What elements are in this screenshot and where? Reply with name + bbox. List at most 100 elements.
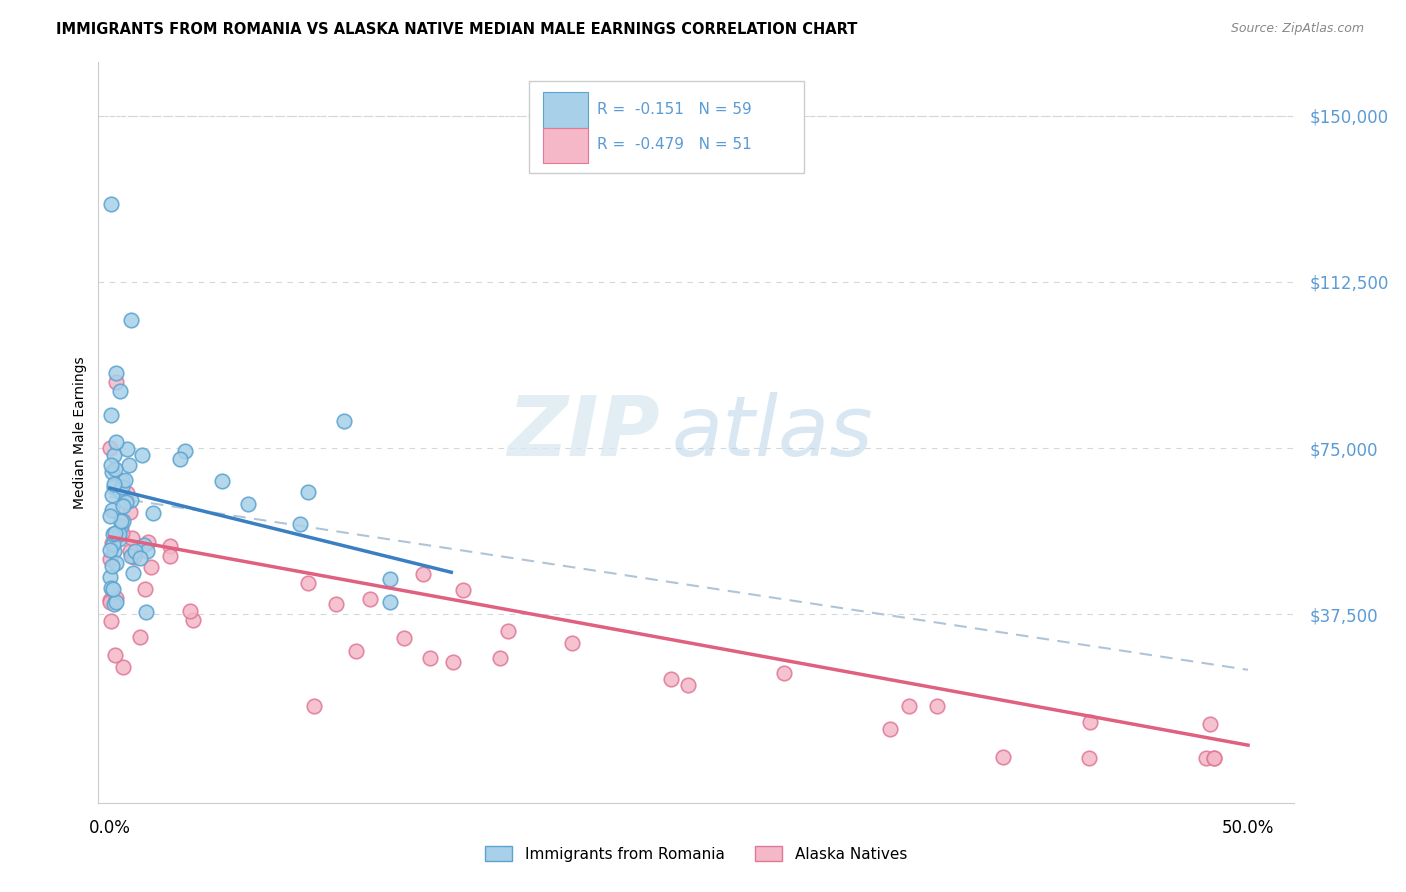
- Text: atlas: atlas: [672, 392, 873, 473]
- Point: [107, 527, 129, 541]
- Point: [181, 613, 204, 627]
- Point: [98, 595, 121, 609]
- Point: [103, 537, 125, 551]
- Point: [451, 582, 474, 597]
- Point: [111, 480, 134, 494]
- Point: [101, 465, 124, 479]
- Point: [302, 699, 325, 714]
- Point: [927, 699, 949, 714]
- Point: [325, 597, 347, 611]
- Point: [115, 486, 138, 500]
- Point: [104, 375, 127, 389]
- Point: [105, 366, 128, 380]
- Point: [288, 516, 311, 531]
- Point: [344, 644, 367, 658]
- Point: [103, 448, 125, 462]
- Point: [1202, 751, 1225, 765]
- Point: [101, 503, 124, 517]
- Point: [120, 312, 142, 326]
- Point: [1204, 751, 1226, 765]
- Y-axis label: Median Male Earnings: Median Male Earnings: [73, 356, 87, 509]
- Point: [122, 566, 145, 581]
- Point: [114, 473, 136, 487]
- Point: [159, 540, 181, 554]
- Text: R =  -0.479   N = 51: R = -0.479 N = 51: [596, 137, 752, 153]
- FancyBboxPatch shape: [543, 92, 589, 128]
- Point: [120, 505, 142, 519]
- Point: [135, 605, 157, 619]
- Point: [122, 549, 145, 564]
- Point: [103, 597, 125, 611]
- Point: [136, 535, 159, 549]
- Point: [297, 485, 319, 500]
- Point: [100, 197, 122, 211]
- Point: [236, 497, 259, 511]
- Text: ZIP: ZIP: [508, 392, 661, 473]
- Point: [115, 442, 138, 456]
- Text: R =  -0.151   N = 59: R = -0.151 N = 59: [596, 102, 752, 117]
- Point: [104, 557, 127, 571]
- Point: [104, 434, 127, 449]
- Point: [98, 551, 121, 566]
- Point: [110, 518, 132, 533]
- Point: [112, 660, 135, 674]
- Point: [100, 458, 122, 473]
- Point: [1077, 751, 1099, 765]
- Point: [98, 441, 121, 455]
- Point: [496, 624, 519, 639]
- Point: [179, 604, 201, 618]
- FancyBboxPatch shape: [529, 81, 804, 173]
- Point: [120, 543, 142, 558]
- Point: [139, 560, 162, 574]
- Point: [98, 509, 121, 524]
- Point: [118, 458, 141, 473]
- Text: IMMIGRANTS FROM ROMANIA VS ALASKA NATIVE MEDIAN MALE EARNINGS CORRELATION CHART: IMMIGRANTS FROM ROMANIA VS ALASKA NATIVE…: [56, 22, 858, 37]
- Point: [104, 462, 127, 476]
- Point: [378, 572, 401, 586]
- Point: [100, 614, 122, 628]
- Point: [101, 558, 124, 573]
- Point: [898, 698, 921, 713]
- Point: [772, 665, 794, 680]
- Point: [103, 544, 125, 558]
- Point: [561, 636, 583, 650]
- Point: [112, 499, 135, 513]
- Point: [110, 526, 132, 541]
- Point: [111, 514, 134, 528]
- Point: [98, 542, 121, 557]
- Point: [121, 531, 143, 545]
- Point: [441, 655, 464, 669]
- Point: [101, 488, 124, 502]
- Point: [132, 538, 155, 552]
- Point: [110, 515, 132, 529]
- Point: [174, 444, 197, 458]
- Point: [392, 631, 415, 645]
- Point: [159, 549, 181, 564]
- Point: [297, 575, 319, 590]
- Point: [142, 506, 165, 520]
- Point: [121, 549, 143, 564]
- Point: [419, 651, 441, 665]
- Point: [211, 475, 233, 489]
- Point: [359, 592, 381, 607]
- Point: [100, 408, 122, 422]
- Point: [131, 449, 153, 463]
- Point: [129, 550, 152, 565]
- Point: [101, 582, 124, 596]
- Point: [333, 413, 356, 427]
- Point: [676, 677, 699, 691]
- Point: [110, 384, 132, 398]
- Point: [412, 567, 434, 582]
- Point: [124, 543, 146, 558]
- Point: [103, 477, 125, 491]
- Point: [1199, 717, 1222, 731]
- Point: [111, 474, 134, 488]
- Point: [169, 452, 191, 467]
- Point: [105, 594, 128, 608]
- Point: [103, 480, 125, 494]
- Point: [1195, 751, 1218, 765]
- Point: [107, 532, 129, 546]
- Point: [129, 630, 152, 644]
- Legend: Immigrants from Romania, Alaska Natives: Immigrants from Romania, Alaska Natives: [485, 846, 907, 862]
- Point: [98, 570, 121, 584]
